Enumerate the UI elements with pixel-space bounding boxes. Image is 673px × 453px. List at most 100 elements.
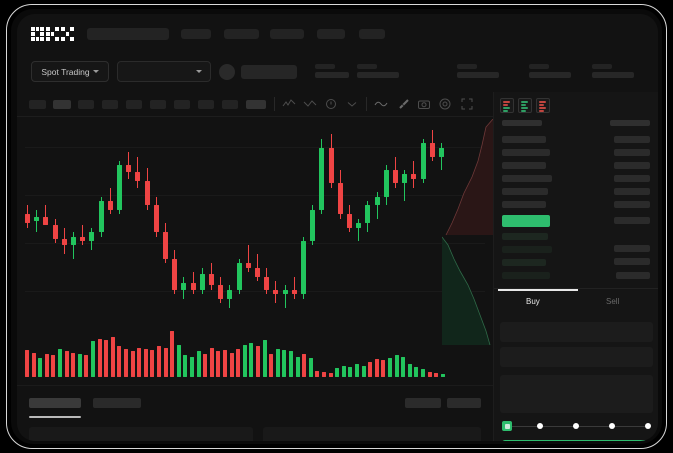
candle-body (282, 289, 288, 295)
orderbook-ask-row[interactable] (502, 136, 546, 143)
chevron-down-icon[interactable] (345, 97, 359, 111)
candle-body (181, 283, 187, 290)
compare-icon[interactable] (303, 97, 317, 111)
tab-buy[interactable]: Buy (526, 297, 540, 306)
volume-bar (355, 364, 359, 377)
candle-body (172, 258, 178, 290)
orderbook-both-icon[interactable] (500, 98, 514, 113)
candle-body (420, 143, 426, 179)
volume-bar (394, 355, 399, 377)
nav-item-2[interactable] (224, 29, 259, 39)
pair-price-display (241, 65, 297, 79)
timeframe-button-6[interactable] (150, 100, 166, 109)
order-price-field[interactable] (500, 322, 653, 342)
timeframe-button-7[interactable] (174, 100, 190, 109)
orderbook-asks-icon[interactable] (536, 98, 550, 113)
nav-item-1[interactable] (181, 29, 211, 39)
candle-body (52, 225, 58, 239)
volume-bar (256, 346, 260, 377)
ticker-stat-3 (457, 64, 499, 78)
orderbook-bids-icon[interactable] (518, 98, 532, 113)
orders-tab-history[interactable] (93, 398, 141, 408)
orderbook-ask-size (614, 201, 650, 208)
alert-icon[interactable] (324, 97, 338, 111)
candle-wick (404, 169, 406, 201)
orderbook-ask-row[interactable] (502, 188, 548, 195)
nav-item-4[interactable] (317, 29, 345, 39)
volume-bar (388, 357, 392, 377)
chevron-down-icon (92, 70, 99, 73)
okx-logo[interactable] (31, 27, 75, 41)
orderbook-column-header-amount (610, 120, 650, 126)
volume-bar (440, 373, 445, 377)
orders-action-1[interactable] (405, 398, 441, 408)
orderbook-ask-row[interactable] (502, 162, 546, 169)
slider-stop-50[interactable] (573, 423, 579, 429)
slider-stop-75[interactable] (609, 423, 615, 429)
volume-histogram (25, 329, 487, 377)
ticker-stat-5-label (592, 64, 612, 69)
orderbook-ask-row[interactable] (502, 175, 552, 182)
order-total-field[interactable] (500, 375, 653, 413)
orderbook-bid-row[interactable] (502, 259, 546, 266)
volume-bar (97, 338, 102, 377)
ticker-stat-4 (529, 64, 571, 78)
volume-bar (414, 366, 419, 377)
timeframe-button-4[interactable] (102, 100, 118, 109)
orders-tab-open[interactable] (29, 398, 81, 408)
timeframe-button-3[interactable] (78, 100, 94, 109)
order-amount-field[interactable] (500, 347, 653, 367)
volume-bar (236, 348, 241, 377)
timeframe-button-1[interactable] (29, 100, 46, 109)
nav-item-primary[interactable] (87, 28, 169, 40)
volume-bar (401, 356, 406, 377)
orderbook-bid-row[interactable] (502, 233, 548, 240)
candle-body (126, 165, 132, 173)
chart-gridline (25, 195, 485, 196)
candle-body (337, 183, 343, 215)
candle-wick (247, 245, 249, 273)
nav-item-3[interactable] (270, 29, 304, 39)
slider-stop-100[interactable] (645, 423, 651, 429)
slider-stop-25[interactable] (537, 423, 543, 429)
orderbook-bid-row[interactable] (502, 246, 552, 253)
volume-bar (335, 368, 340, 377)
ticker-stat-4-value (529, 72, 571, 78)
ruler-icon[interactable] (397, 97, 411, 111)
slider-handle[interactable] (502, 421, 512, 431)
candle-wick (73, 232, 74, 259)
timeframe-button-2[interactable] (53, 100, 71, 109)
timeframe-button-5[interactable] (126, 100, 142, 109)
fullscreen-icon[interactable] (460, 97, 474, 111)
market-depth-overlay (442, 119, 493, 349)
orders-action-2[interactable] (447, 398, 481, 408)
timeframe-button-9[interactable] (222, 100, 238, 109)
line-chart-icon[interactable] (374, 97, 388, 111)
volume-bar (163, 347, 168, 377)
settings-icon[interactable] (438, 97, 452, 111)
timeframe-button-10[interactable] (246, 100, 266, 109)
volume-bar (381, 360, 386, 377)
orderbook-ask-row[interactable] (502, 201, 546, 208)
nav-item-5[interactable] (359, 29, 385, 39)
orderbook-bid-row[interactable] (502, 272, 550, 279)
trading-mode-selector[interactable]: Spot Trading (31, 61, 109, 82)
pair-selector[interactable] (117, 61, 211, 82)
ticker-stat-3-label (457, 64, 477, 69)
volume-bar (190, 356, 194, 377)
amount-slider[interactable] (502, 421, 652, 431)
indicator-icon[interactable] (282, 97, 296, 111)
price-chart-panel[interactable] (17, 117, 493, 385)
volume-bar (407, 364, 412, 377)
ticker-stat-1 (315, 64, 349, 78)
candle-body (310, 209, 316, 241)
tab-sell[interactable]: Sell (606, 297, 620, 306)
submit-buy-button[interactable] (502, 440, 652, 441)
volume-bar (110, 337, 115, 377)
ticker-stat-5 (592, 64, 634, 78)
camera-icon[interactable] (417, 97, 431, 111)
orderbook-ask-row[interactable] (502, 149, 550, 156)
candle-wick (293, 276, 295, 299)
timeframe-button-8[interactable] (198, 100, 214, 109)
